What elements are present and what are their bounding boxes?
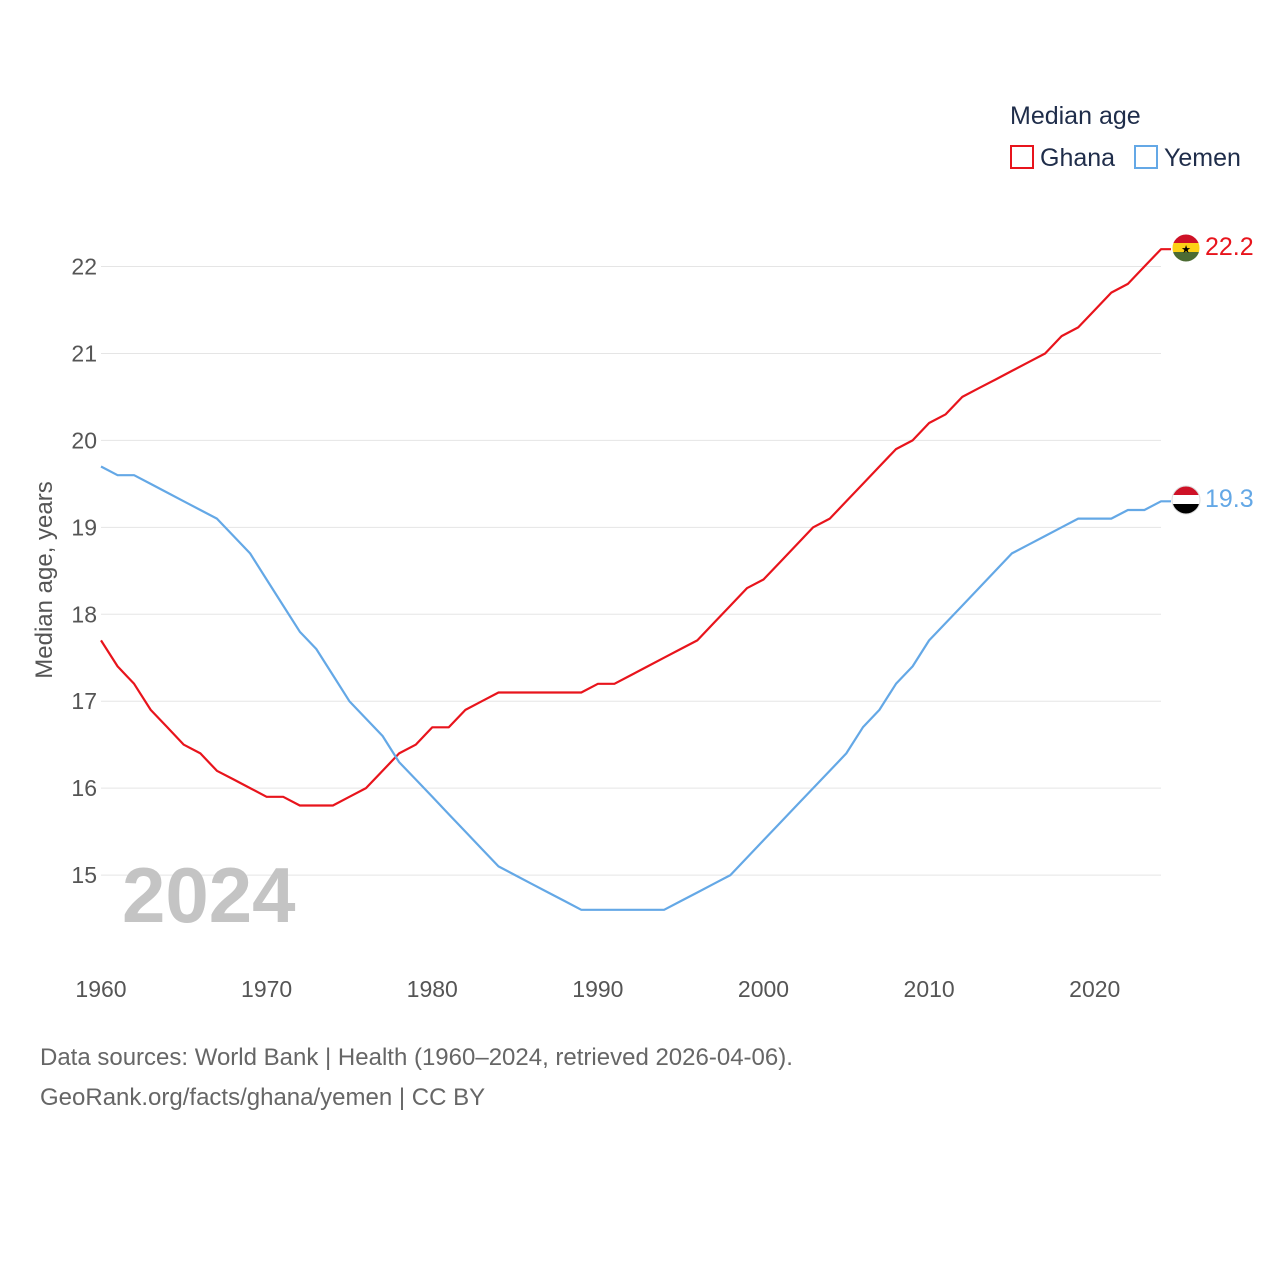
y-axis-ticks: 15 16 17 18 19 20 21 22 bbox=[71, 254, 97, 889]
legend: Median age Ghana Yemen bbox=[1010, 102, 1241, 172]
series-line-ghana[interactable] bbox=[100, 248, 1171, 807]
source-url-license[interactable]: GeoRank.org/facts/ghana/yemen | CC BY bbox=[40, 1084, 486, 1111]
x-tick-label-1970: 1970 bbox=[241, 976, 292, 1002]
y-axis-title: Median age, years bbox=[31, 481, 58, 678]
x-tick-label-2000: 2000 bbox=[738, 976, 789, 1002]
legend-label-ghana[interactable]: Ghana bbox=[1040, 144, 1115, 172]
y-tick-label-20: 20 bbox=[71, 427, 97, 453]
y-tick-label-21: 21 bbox=[71, 340, 97, 366]
legend-title: Median age bbox=[1010, 102, 1141, 130]
yemen-end-value: 19.3 bbox=[1205, 485, 1254, 513]
ghana-end-value: 22.2 bbox=[1205, 233, 1254, 261]
ghana-flag-icon: ★ bbox=[1172, 234, 1200, 262]
x-tick-label-1990: 1990 bbox=[572, 976, 623, 1002]
grid-lines bbox=[101, 266, 1161, 876]
y-tick-label-18: 18 bbox=[71, 601, 97, 627]
data-source-note: Data sources: World Bank | Health (1960–… bbox=[40, 1044, 793, 1071]
legend-swatch-yemen[interactable] bbox=[1134, 145, 1158, 169]
series-line-yemen[interactable] bbox=[100, 465, 1171, 911]
svg-text:★: ★ bbox=[1181, 244, 1191, 256]
y-tick-label-15: 15 bbox=[71, 862, 97, 888]
legend-label-yemen[interactable]: Yemen bbox=[1164, 144, 1241, 172]
y-tick-label-16: 16 bbox=[71, 775, 97, 801]
x-axis-ticks: 1960 1970 1980 1990 2000 2010 2020 bbox=[75, 976, 1120, 1002]
y-tick-label-17: 17 bbox=[71, 688, 97, 714]
y-tick-label-19: 19 bbox=[71, 514, 97, 540]
x-tick-label-1960: 1960 bbox=[75, 976, 126, 1002]
series-lines bbox=[100, 248, 1171, 911]
yemen-flag-icon bbox=[1172, 486, 1200, 514]
x-tick-label-1980: 1980 bbox=[407, 976, 458, 1002]
x-tick-label-2020: 2020 bbox=[1069, 976, 1120, 1002]
year-watermark: 2024 bbox=[122, 851, 296, 939]
legend-swatch-ghana[interactable] bbox=[1010, 145, 1034, 169]
x-tick-label-2010: 2010 bbox=[904, 976, 955, 1002]
y-tick-label-22: 22 bbox=[71, 254, 97, 280]
